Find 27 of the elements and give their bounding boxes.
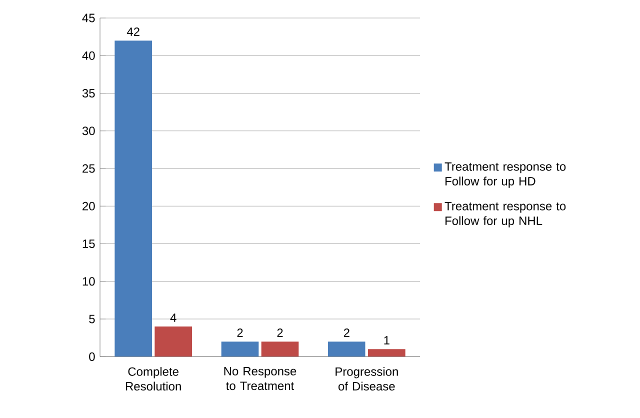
y-tick-label: 5	[89, 314, 95, 324]
bar	[328, 342, 366, 357]
y-tick-label: 45	[82, 14, 95, 22]
bar	[221, 342, 259, 357]
data-label: 1	[384, 336, 390, 344]
data-label: 2	[277, 328, 283, 337]
x-tick-label: No Response to Treatment	[224, 367, 296, 390]
x-tick-label: Progression of Disease	[336, 367, 398, 391]
y-tick-label: 30	[82, 126, 95, 136]
y-tick-label: 0	[89, 352, 95, 361]
data-label: 2	[237, 328, 243, 337]
y-tick-label: 15	[82, 240, 95, 248]
bar	[114, 40, 152, 357]
data-label: 4	[170, 314, 176, 322]
bar	[368, 349, 406, 357]
bar	[261, 342, 299, 357]
legend-label: Treatment response to Follow for up NHL	[444, 202, 566, 228]
y-tick-label: 25	[82, 164, 95, 173]
data-label: 42	[126, 27, 140, 36]
bar	[154, 326, 192, 357]
y-tick-label: 10	[82, 277, 95, 286]
x-tick-label: Complete Resolution	[126, 367, 181, 391]
y-tick-label: 40	[82, 51, 95, 60]
legend-label: Treatment response to Follow for up HD	[444, 162, 566, 188]
data-label: 2	[344, 328, 350, 337]
y-tick-label: 20	[82, 202, 95, 210]
y-tick-label: 35	[82, 89, 95, 98]
